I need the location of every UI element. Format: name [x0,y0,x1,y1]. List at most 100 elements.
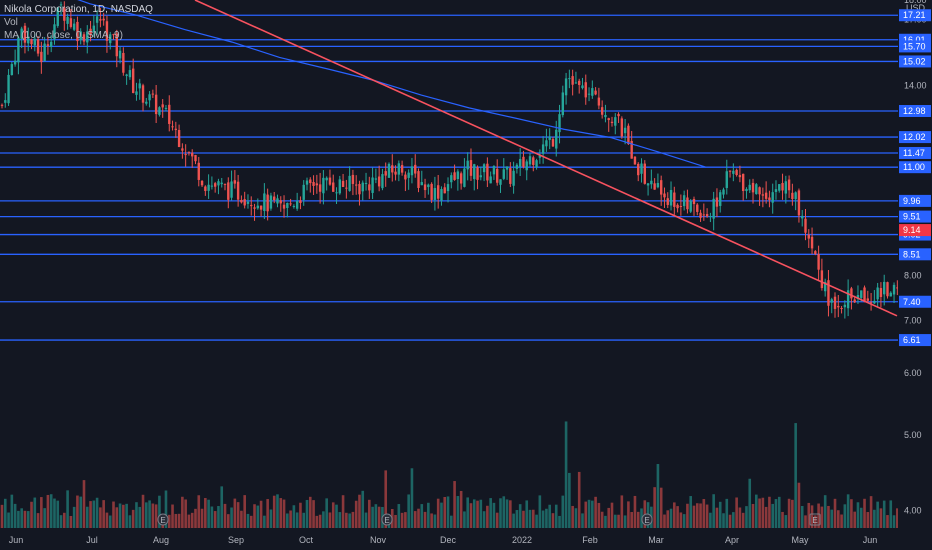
volume-bar [728,514,732,528]
volume-bar [184,499,187,528]
earnings-marker[interactable] [809,513,821,526]
volume-bar [95,497,99,528]
candle-body [440,189,443,201]
volume-bar [308,496,312,528]
volume-bar [53,498,56,528]
candle-body [699,212,702,218]
candle-body [817,254,820,270]
volume-bar [525,500,529,528]
candle-body [627,125,630,145]
candle-body [502,169,505,179]
volume-bar [89,501,92,528]
candle-body [131,68,135,93]
volume-bar [210,506,214,528]
candle-body [860,290,863,298]
candle-body [109,34,112,44]
candle-body [351,174,355,184]
candle-body [479,175,483,178]
volume-bar [761,497,765,528]
volume-bar [531,509,535,528]
candle-body [371,177,374,193]
candle-body [646,183,650,186]
candle-body [417,171,420,188]
volume-bar [827,505,830,528]
volume-bar [479,499,483,528]
candle-body [305,180,309,185]
candle-body [873,300,876,304]
candle-body [282,204,286,209]
volume-bar [866,512,870,528]
candle-body [774,189,778,192]
volume-bar [718,501,722,528]
volume-bar [371,506,374,528]
volume-bar [125,503,128,528]
volume-bars [0,421,932,528]
candle-body [17,37,20,63]
volume-bar [745,506,748,528]
volume-bar [568,472,571,528]
candle-body [138,83,141,89]
volume-bar [705,504,709,528]
x-tick-label: Sep [228,535,244,545]
volume-bar [833,498,837,528]
volume-bar [666,510,670,528]
last-price-label: 9.14 [903,225,921,235]
candle-body [407,172,410,178]
candle-body [814,251,817,255]
volume-bar [863,498,866,528]
earnings-marker[interactable] [381,513,393,526]
candle-body [850,288,853,299]
volume-bar [627,501,630,528]
candle-body [597,97,601,106]
candle-body [164,107,168,109]
time-axis: Jun Jul Aug Sep Oct Nov Dec 2022 Feb Mar Apr May Jun [0,530,932,550]
volume-bar [79,496,83,528]
volume-bar [404,512,407,528]
candle-body [82,34,86,42]
candle-body [76,21,79,42]
candle-body [263,193,266,212]
y-tick-label: 4.00 [904,506,922,516]
volume-bar [699,503,702,528]
level-price-badge [899,161,931,174]
volume-bar [102,500,105,528]
candle-body [705,214,709,217]
volume-bar [292,505,296,528]
x-tick-label: May [791,535,809,545]
candle-body [810,236,814,249]
candle-body [768,197,771,201]
level-price-label: 12.02 [903,132,926,142]
volume-bar [197,495,201,528]
candle-body [574,82,578,84]
volume-bar [122,504,125,528]
earnings-marker[interactable] [157,513,169,526]
volume-bar [417,508,420,528]
x-tick-label: Mar [648,535,664,545]
volume-bar [128,515,132,528]
candle-body [512,170,515,186]
candle-body [276,198,279,204]
trendline[interactable] [194,0,898,317]
volume-bar [676,506,679,528]
volume-bar [686,503,689,528]
candle-body [771,192,774,203]
currency-label: USD [906,3,926,13]
earnings-marker[interactable] [641,513,653,526]
candle-body [184,154,187,156]
volume-bar [56,500,60,528]
volume-bar [830,509,834,528]
volume-bar [735,497,738,528]
volume-bar [558,515,561,528]
volume-bar [151,503,155,528]
volume-bar [200,508,204,528]
candle-body [299,200,302,204]
candle-body [397,163,401,175]
volume-bar [722,513,725,528]
candle-body [177,130,181,148]
level-price-label: 11.47 [903,148,925,158]
volume-bar [774,499,778,528]
candle-body [604,114,607,118]
volume-bar [836,510,840,528]
candle-body [302,184,305,200]
